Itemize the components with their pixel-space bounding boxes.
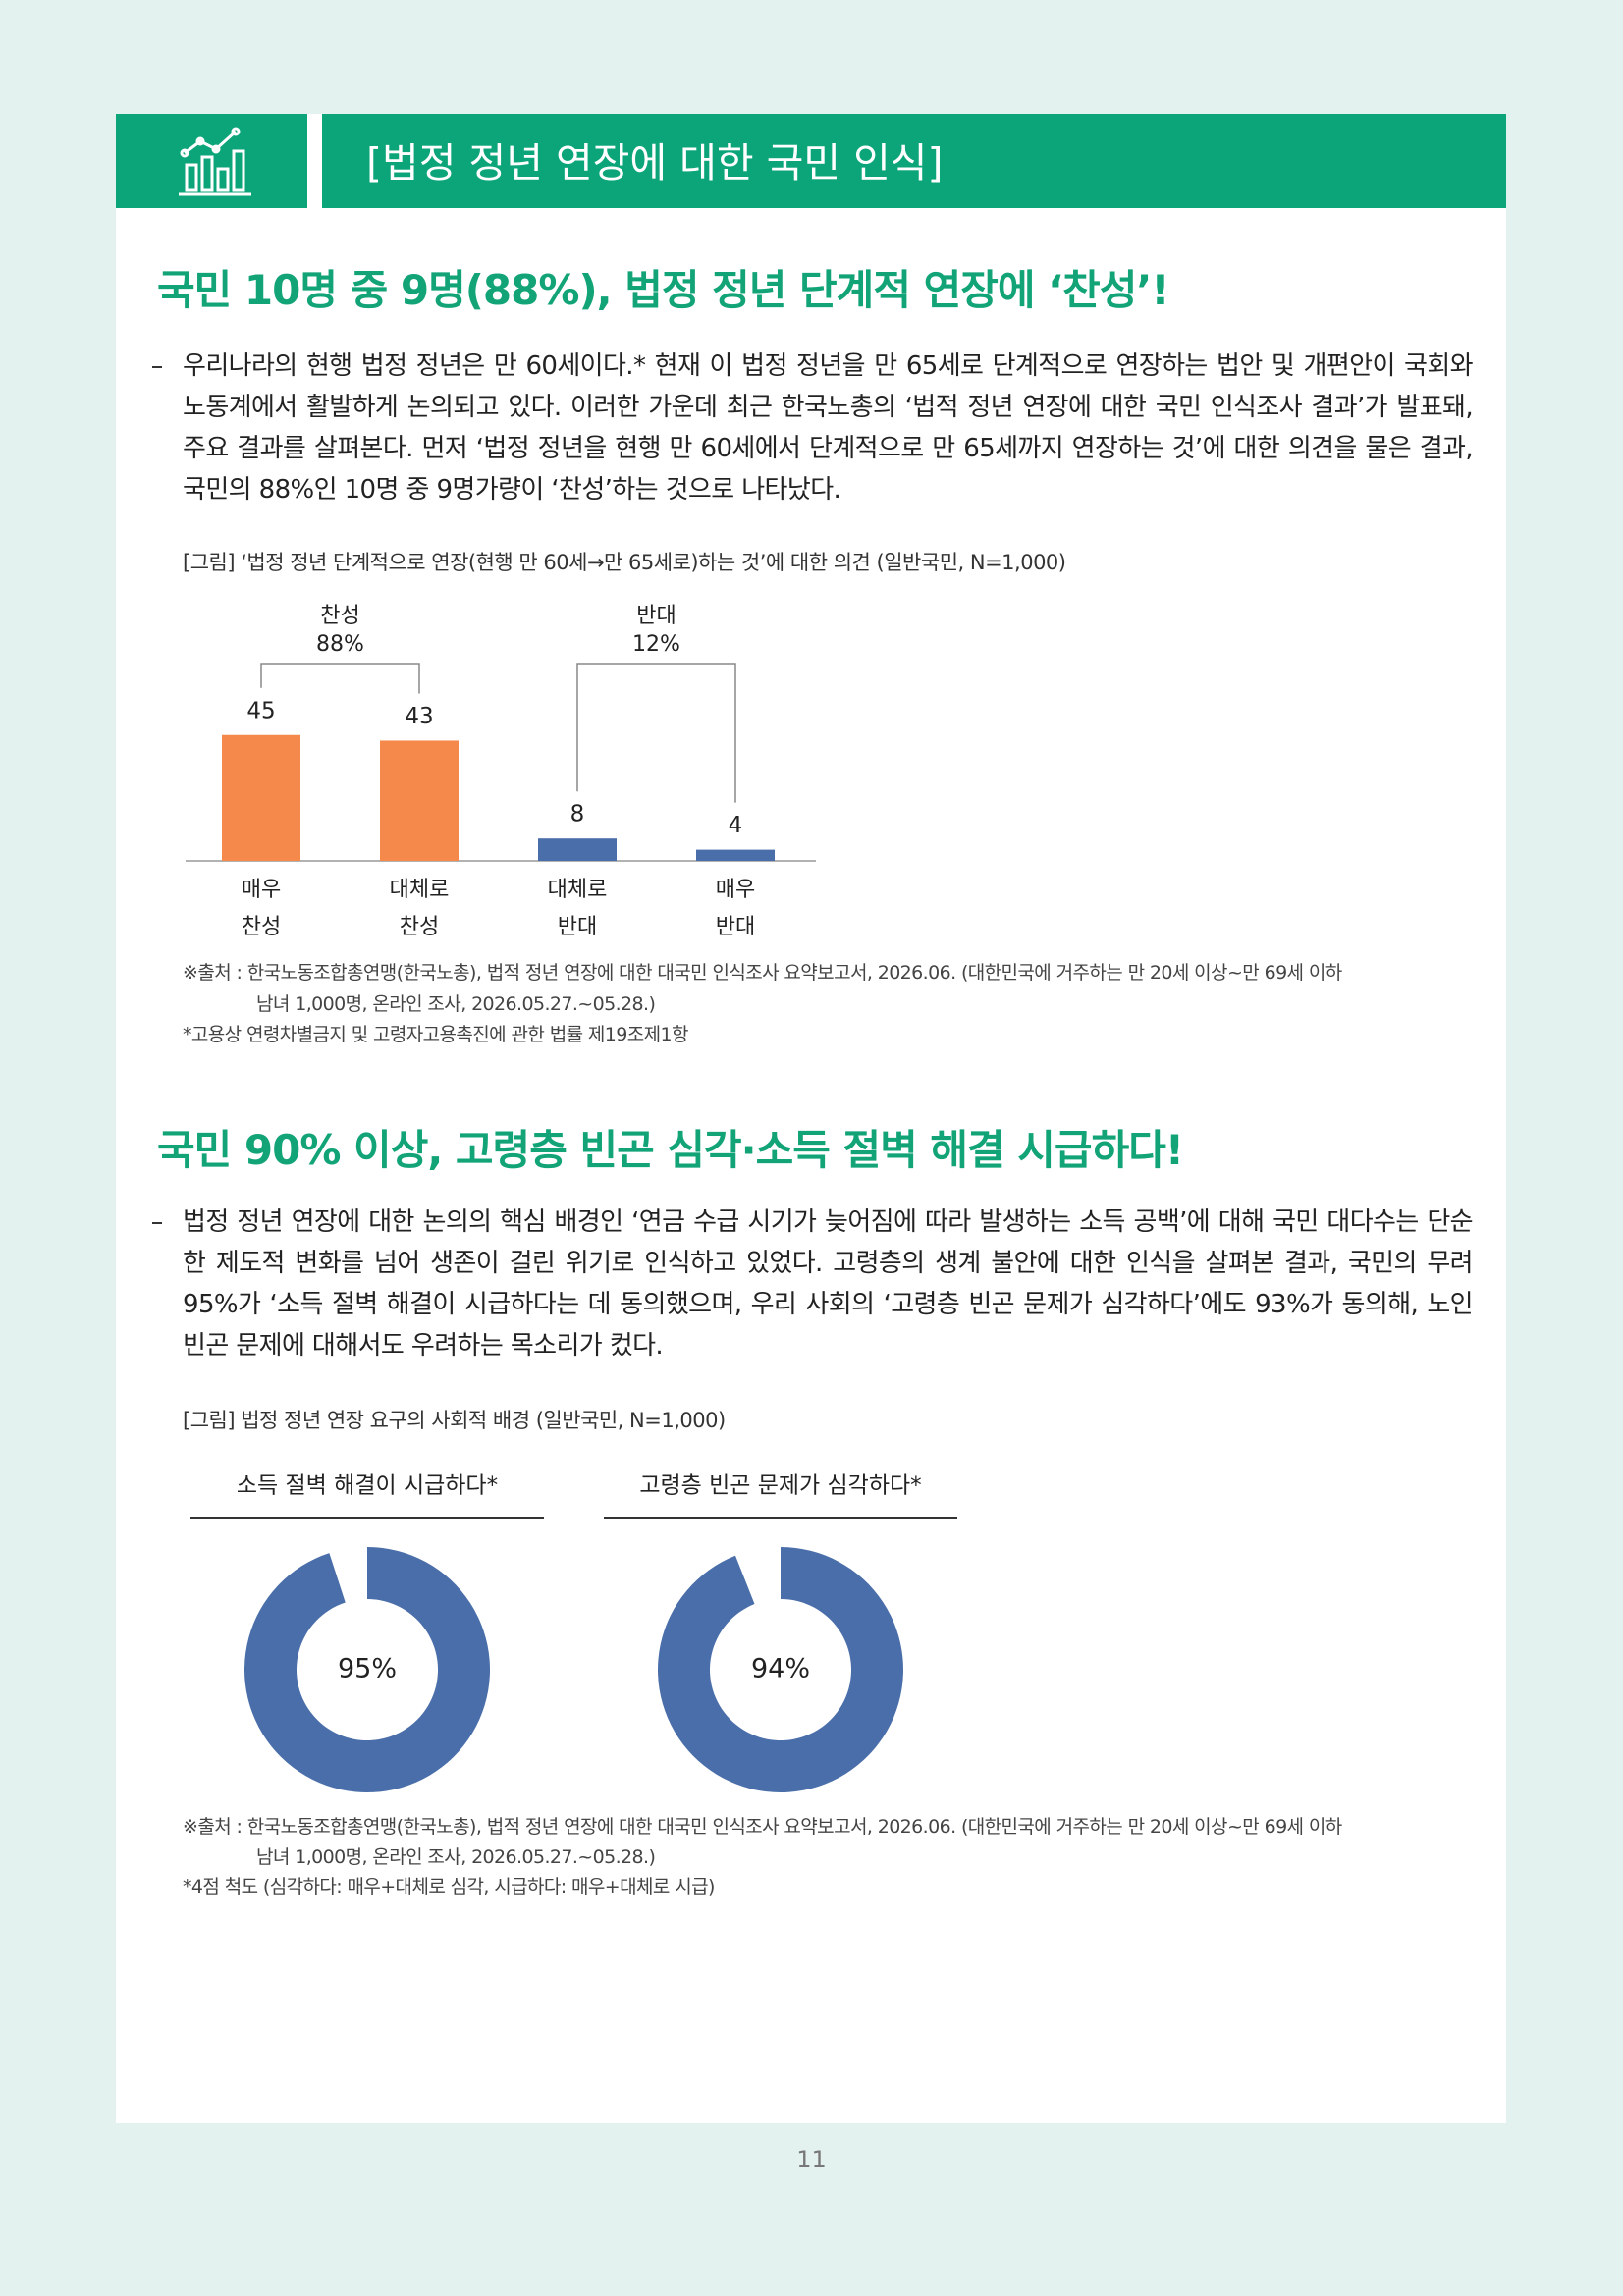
bullet-dash [152,366,162,368]
group-name: 찬성 [320,604,359,628]
donut-title: 고령층 빈곤 문제가 심각하다* [639,1473,921,1499]
section-heading: 국민 10명 중 9명(88%), 법정 정년 단계적 연장에 ‘찬성’! [157,266,1169,314]
page-number: 11 [796,2146,827,2173]
bar [222,734,300,861]
group-bracket [576,663,736,803]
donut-title: 소득 절벽 해결이 시급하다* [237,1473,498,1499]
group-name: 반대 [636,604,676,628]
donut-segment [658,1547,904,1792]
donut-value-label: 94% [751,1654,810,1684]
group-value: 88% [316,632,364,657]
bullet-dash [152,1222,162,1224]
source-note: 남녀 1,000명, 온라인 조사, 2026.05.27.~05.28.) [256,1846,656,1868]
source-note: 남녀 1,000명, 온라인 조사, 2026.05.27.~05.28.) [256,993,656,1015]
header-title: [법정 정년 연장에 대한 국민 인식] [366,139,944,187]
bar [696,849,775,861]
footnote: *고용상 연령차별금지 및 고령자고용촉진에 관한 법률 제19조제1항 [183,1024,688,1045]
footnote: *4점 척도 (심각하다: 매우+대체로 심각, 시급하다: 매우+대체로 시급… [183,1876,715,1897]
group-value: 12% [632,632,680,657]
value-label: 43 [405,704,433,729]
section-body: 우리나라의 현행 법정 정년은 만 60세이다.* 현재 이 법정 정년을 만 … [183,351,1474,505]
bar [380,740,459,861]
header-icon-box [116,114,307,208]
value-label: 4 [729,813,743,838]
value-label: 45 [246,698,275,723]
section-body: 법정 정년 연장에 대한 논의의 핵심 배경인 ‘연금 수급 시기가 늦어짐에 … [183,1207,1474,1361]
category-label: 대체로 찬성 [389,878,450,939]
source-note: ※출처 : 한국노동조합총연맹(한국노총), 법적 정년 연장에 대한 대국민 … [183,962,1342,984]
figure-caption: [그림] ‘법정 정년 단계적으로 연장(현행 만 60세→만 65세로)하는 … [183,551,1066,574]
bar [538,838,617,861]
category-label: 대체로 반대 [547,878,608,939]
category-label: 매우 찬성 [241,878,282,939]
group-bracket [260,663,420,694]
section-heading: 국민 90% 이상, 고령층 빈곤 심각·소득 절벽 해결 시급하다! [157,1126,1184,1174]
category-label: 매우 반대 [715,878,756,939]
header-bar [322,114,1506,208]
header-icon [179,127,251,196]
figure-caption: [그림] 법정 정년 연장 요구의 사회적 배경 (일반국민, N=1,000) [183,1409,726,1432]
donut-value-label: 95% [338,1654,397,1684]
source-note: ※출처 : 한국노동조합총연맹(한국노총), 법적 정년 연장에 대한 대국민 … [183,1816,1342,1838]
value-label: 8 [570,802,585,828]
donut-segment [243,1547,490,1793]
